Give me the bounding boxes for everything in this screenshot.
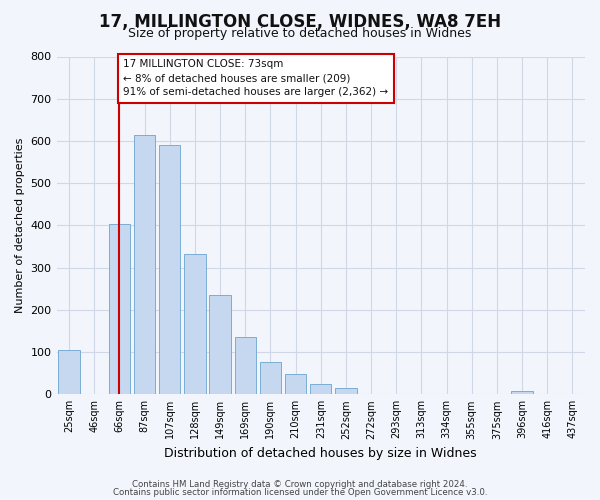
Text: 17, MILLINGTON CLOSE, WIDNES, WA8 7EH: 17, MILLINGTON CLOSE, WIDNES, WA8 7EH — [99, 12, 501, 30]
Bar — [58, 350, 80, 395]
Text: Contains public sector information licensed under the Open Government Licence v3: Contains public sector information licen… — [113, 488, 487, 497]
Bar — [159, 145, 181, 394]
X-axis label: Distribution of detached houses by size in Widnes: Distribution of detached houses by size … — [164, 447, 477, 460]
Y-axis label: Number of detached properties: Number of detached properties — [15, 138, 25, 313]
Bar — [260, 362, 281, 394]
Bar — [310, 384, 331, 394]
Bar — [109, 224, 130, 394]
Bar — [335, 388, 356, 394]
Bar — [511, 391, 533, 394]
Bar — [285, 374, 307, 394]
Bar — [134, 135, 155, 394]
Bar — [235, 337, 256, 394]
Bar — [209, 294, 231, 394]
Bar — [184, 254, 206, 394]
Text: Size of property relative to detached houses in Widnes: Size of property relative to detached ho… — [128, 28, 472, 40]
Text: Contains HM Land Registry data © Crown copyright and database right 2024.: Contains HM Land Registry data © Crown c… — [132, 480, 468, 489]
Text: 17 MILLINGTON CLOSE: 73sqm
← 8% of detached houses are smaller (209)
91% of semi: 17 MILLINGTON CLOSE: 73sqm ← 8% of detac… — [123, 60, 388, 98]
